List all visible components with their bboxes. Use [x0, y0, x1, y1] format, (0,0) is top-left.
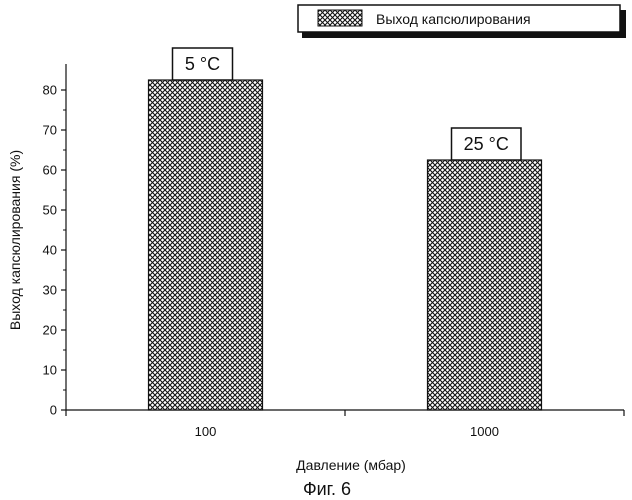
- legend-label: Выход капсюлирования: [376, 11, 531, 27]
- y-tick-label: 0: [50, 403, 57, 418]
- x-tick-label: 100: [195, 424, 217, 439]
- figure-caption: Фиг. 6: [303, 479, 351, 499]
- y-tick-label: 10: [43, 363, 57, 378]
- y-tick-label: 20: [43, 323, 57, 338]
- y-tick-label: 60: [43, 163, 57, 178]
- y-axis-ticks: 0 10 20 30 40 50 60 70 80: [43, 83, 66, 418]
- bar-label: 25 °C: [464, 134, 509, 154]
- y-tick-label: 50: [43, 203, 57, 218]
- y-axis-title: Выход капсюлирования (%): [7, 150, 23, 330]
- y-tick-label: 80: [43, 83, 57, 98]
- legend-swatch: [318, 10, 362, 26]
- bar: [428, 160, 542, 410]
- y-tick-label: 40: [43, 243, 57, 258]
- y-tick-label: 70: [43, 123, 57, 138]
- x-axis-ticks: 100 1000: [66, 410, 624, 439]
- legend: Выход капсюлирования: [298, 5, 626, 38]
- bar: [149, 80, 263, 410]
- x-tick-label: 1000: [470, 424, 499, 439]
- bar-label: 5 °C: [185, 54, 220, 74]
- y-tick-label: 30: [43, 283, 57, 298]
- x-axis-title: Давление (мбар): [296, 457, 406, 473]
